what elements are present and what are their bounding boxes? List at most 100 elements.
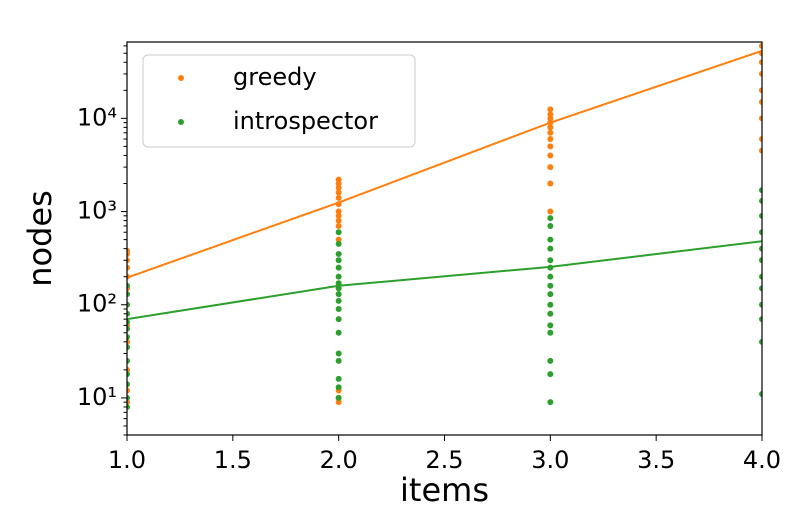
point	[547, 371, 554, 378]
point	[759, 212, 762, 219]
point	[335, 212, 342, 219]
point	[127, 319, 130, 326]
point	[127, 264, 130, 271]
point	[335, 273, 342, 280]
point	[335, 201, 342, 208]
point	[335, 184, 342, 191]
point	[335, 375, 342, 382]
point	[335, 291, 342, 298]
x-axis-label: items	[400, 471, 489, 509]
point	[759, 59, 762, 66]
point	[759, 187, 762, 194]
legend-marker	[178, 75, 184, 81]
y-tick-label: 10³	[77, 197, 117, 225]
point	[127, 371, 130, 378]
point	[335, 316, 342, 323]
legend-label: greedy	[233, 63, 317, 91]
point	[335, 305, 342, 312]
point	[759, 229, 762, 236]
point	[335, 240, 342, 247]
point	[759, 50, 762, 57]
point	[759, 273, 762, 280]
point	[547, 164, 554, 171]
point	[127, 291, 130, 298]
point	[547, 282, 554, 289]
point	[547, 301, 554, 308]
point	[547, 215, 554, 222]
point	[759, 245, 762, 252]
point	[547, 208, 554, 215]
point	[127, 257, 130, 264]
point	[335, 280, 342, 287]
point	[127, 381, 130, 388]
point	[335, 257, 342, 264]
point	[547, 111, 554, 118]
point	[547, 143, 554, 150]
point	[759, 197, 762, 204]
x-tick-label: 2.0	[320, 446, 358, 474]
point	[127, 344, 130, 351]
point	[759, 338, 762, 345]
point	[335, 189, 342, 196]
point	[547, 257, 554, 264]
point	[759, 285, 762, 292]
point	[127, 387, 130, 394]
point	[127, 282, 130, 289]
point	[547, 273, 554, 280]
legend	[142, 54, 416, 148]
point	[335, 251, 342, 258]
point	[335, 329, 342, 336]
point	[127, 247, 130, 254]
point	[759, 301, 762, 308]
point	[335, 399, 342, 406]
point	[759, 136, 762, 143]
x-tick-label: 2.5	[425, 446, 463, 474]
point	[547, 129, 554, 136]
point	[547, 245, 554, 252]
point	[335, 236, 342, 243]
point	[547, 119, 554, 126]
point	[335, 208, 342, 215]
y-axis-label: nodes	[21, 190, 59, 287]
legend-marker	[178, 119, 184, 125]
point	[335, 222, 342, 229]
point	[127, 394, 130, 401]
point	[335, 297, 342, 304]
point	[547, 236, 554, 243]
point	[335, 194, 342, 201]
point	[547, 357, 554, 364]
point	[547, 291, 554, 298]
point	[547, 152, 554, 159]
point	[547, 106, 554, 113]
point	[759, 42, 762, 49]
point	[547, 322, 554, 329]
x-tick-label: 4.0	[743, 446, 781, 474]
fit-line	[127, 240, 762, 321]
point	[759, 316, 762, 323]
point	[759, 115, 762, 122]
point	[759, 147, 762, 154]
x-tick-label: 1.0	[108, 446, 146, 474]
point	[759, 257, 762, 264]
point	[547, 136, 554, 143]
point	[335, 357, 342, 364]
y-tick-label: 10¹	[77, 383, 117, 411]
point	[127, 334, 130, 341]
point	[335, 285, 342, 292]
point	[127, 325, 130, 332]
point	[127, 403, 130, 410]
point	[335, 264, 342, 271]
point	[547, 124, 554, 131]
point	[547, 264, 554, 271]
point	[127, 357, 130, 364]
y-tick-label: 10⁴	[77, 103, 117, 131]
point	[547, 222, 554, 229]
point	[127, 301, 130, 308]
point	[547, 180, 554, 187]
plot-area	[127, 42, 762, 410]
point	[547, 329, 554, 336]
point	[335, 176, 342, 183]
point	[547, 310, 554, 317]
point	[759, 87, 762, 94]
